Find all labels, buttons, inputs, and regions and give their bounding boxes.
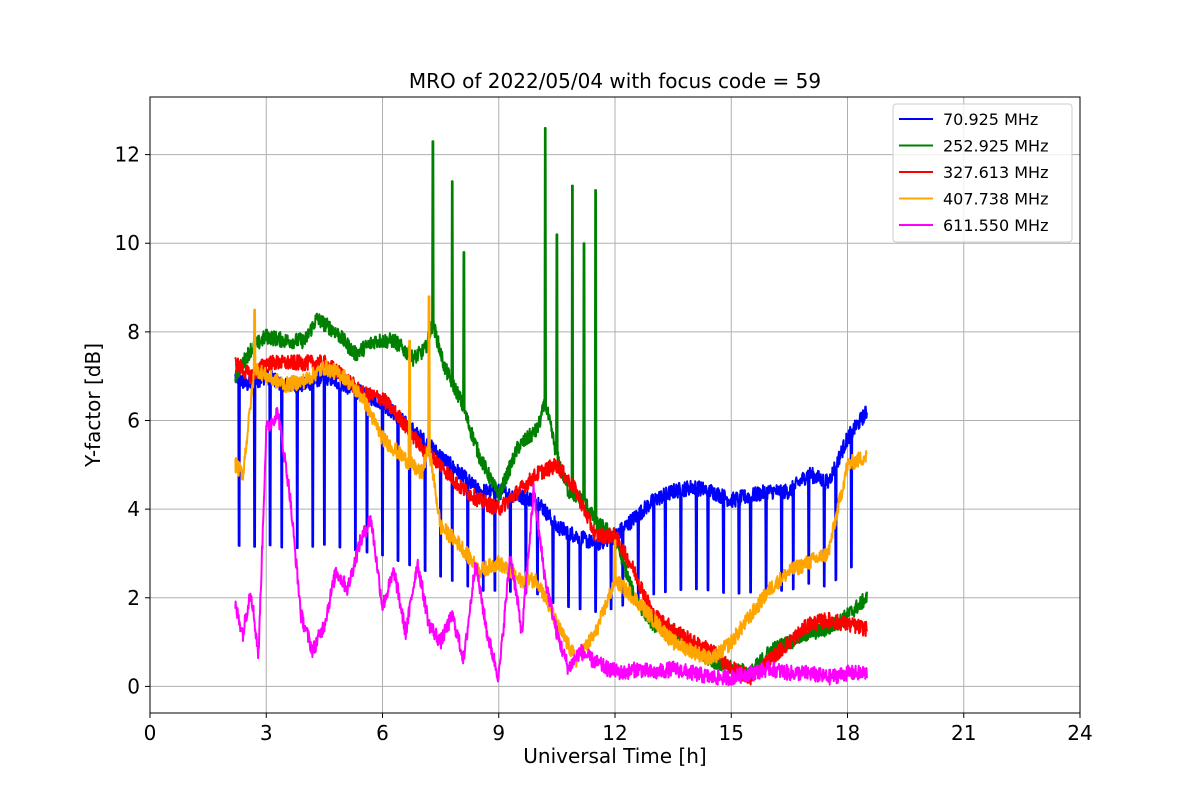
- series-line: [234, 368, 868, 613]
- legend-label: 407.738 MHz: [943, 190, 1048, 209]
- y-axis-label: Y-factor [dB]: [81, 343, 105, 468]
- chart-title: MRO of 2022/05/04 with focus code = 59: [409, 69, 821, 93]
- y-tick-label: 10: [115, 231, 140, 255]
- series-layer: [234, 127, 868, 687]
- series-line: [234, 406, 868, 687]
- x-tick-label: 0: [144, 721, 157, 745]
- y-tick-label: 12: [115, 143, 140, 167]
- y-tick-label: 0: [127, 674, 140, 698]
- y-tick-label: 2: [127, 586, 140, 610]
- series-0: [234, 368, 868, 613]
- x-tick-label: 21: [951, 721, 976, 745]
- x-tick-label: 24: [1067, 721, 1092, 745]
- x-tick-label: 9: [492, 721, 505, 745]
- legend-label: 327.613 MHz: [943, 163, 1048, 182]
- grid-layer: [149, 97, 1081, 713]
- legend-label: 252.925 MHz: [943, 137, 1048, 156]
- y-tick-label: 6: [127, 409, 140, 433]
- y-tick-label: 8: [127, 320, 140, 344]
- x-tick-label: 6: [376, 721, 389, 745]
- x-tick-label: 15: [719, 721, 744, 745]
- legend-label: 70.925 MHz: [943, 110, 1038, 129]
- x-tick-label: 12: [602, 721, 627, 745]
- x-axis-label: Universal Time [h]: [523, 744, 706, 768]
- x-tick-label: 18: [835, 721, 860, 745]
- legend-label: 611.550 MHz: [943, 216, 1048, 235]
- y-tick-label: 4: [127, 497, 140, 521]
- series-4: [234, 406, 868, 687]
- legend: 70.925 MHz 252.925 MHz 327.613 MHz 407.738 …: [892, 103, 1073, 243]
- x-tick-label: 3: [260, 721, 273, 745]
- legend-box: [892, 103, 1073, 243]
